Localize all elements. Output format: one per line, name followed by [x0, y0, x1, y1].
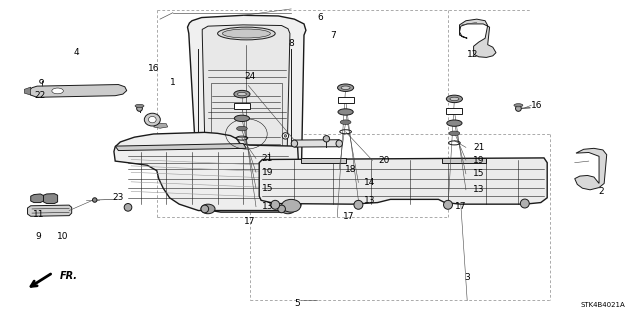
Text: 15: 15	[473, 169, 484, 178]
FancyBboxPatch shape	[337, 97, 354, 103]
Polygon shape	[114, 132, 301, 211]
Ellipse shape	[201, 204, 215, 214]
Text: 10: 10	[57, 232, 68, 241]
Text: 7: 7	[330, 31, 335, 40]
Ellipse shape	[338, 109, 353, 115]
Polygon shape	[28, 205, 72, 216]
Polygon shape	[29, 85, 127, 97]
Ellipse shape	[337, 84, 354, 92]
Text: 13: 13	[473, 185, 484, 194]
Text: 21: 21	[262, 154, 273, 163]
Polygon shape	[24, 87, 31, 95]
Ellipse shape	[447, 120, 462, 126]
Circle shape	[444, 200, 452, 209]
Circle shape	[278, 205, 285, 213]
Circle shape	[201, 205, 209, 213]
Text: 14: 14	[364, 178, 376, 187]
Circle shape	[516, 106, 521, 111]
Ellipse shape	[450, 97, 459, 100]
Text: 17: 17	[343, 212, 355, 221]
Ellipse shape	[282, 199, 301, 212]
Ellipse shape	[446, 95, 463, 103]
Circle shape	[124, 204, 132, 211]
Polygon shape	[115, 144, 246, 151]
FancyBboxPatch shape	[234, 103, 250, 109]
Text: 21: 21	[473, 143, 484, 152]
Text: 4: 4	[74, 48, 79, 57]
Text: 2: 2	[599, 187, 604, 196]
Ellipse shape	[340, 120, 351, 124]
Polygon shape	[442, 158, 486, 163]
Polygon shape	[301, 158, 346, 163]
Ellipse shape	[52, 88, 63, 94]
Text: 24: 24	[244, 72, 255, 81]
Ellipse shape	[145, 113, 160, 126]
Text: 16: 16	[148, 64, 159, 73]
Ellipse shape	[237, 93, 246, 96]
Ellipse shape	[341, 86, 350, 89]
Polygon shape	[198, 195, 294, 206]
Text: 20: 20	[378, 156, 390, 165]
FancyBboxPatch shape	[446, 108, 463, 114]
Ellipse shape	[223, 29, 270, 38]
Text: 6: 6	[317, 13, 323, 22]
Text: FR.: FR.	[60, 271, 78, 280]
Circle shape	[284, 135, 287, 137]
Text: 13: 13	[262, 202, 273, 211]
Circle shape	[520, 199, 529, 208]
Ellipse shape	[234, 90, 250, 98]
Circle shape	[354, 200, 363, 209]
Ellipse shape	[148, 116, 156, 123]
Text: 12: 12	[467, 50, 478, 59]
Ellipse shape	[281, 204, 295, 214]
Text: 16: 16	[531, 101, 542, 110]
Ellipse shape	[449, 131, 460, 136]
Polygon shape	[460, 19, 496, 57]
Circle shape	[93, 198, 97, 202]
Text: 1: 1	[170, 78, 175, 87]
Circle shape	[271, 200, 280, 209]
Ellipse shape	[291, 140, 298, 147]
Polygon shape	[31, 194, 44, 203]
Text: 19: 19	[262, 168, 273, 177]
Polygon shape	[188, 15, 306, 212]
Polygon shape	[259, 158, 547, 204]
Text: 15: 15	[262, 184, 273, 193]
Ellipse shape	[237, 126, 247, 131]
Ellipse shape	[218, 27, 275, 40]
Ellipse shape	[234, 115, 250, 122]
Text: 11: 11	[33, 210, 44, 219]
Circle shape	[137, 106, 142, 111]
Text: 8: 8	[289, 39, 294, 48]
Circle shape	[282, 133, 289, 139]
Polygon shape	[294, 140, 339, 147]
Ellipse shape	[135, 104, 144, 108]
Polygon shape	[202, 25, 290, 203]
Text: 13: 13	[364, 196, 376, 205]
Text: 17: 17	[455, 202, 467, 211]
Text: 17: 17	[244, 217, 255, 226]
Text: 23: 23	[113, 193, 124, 202]
Polygon shape	[575, 148, 607, 190]
Ellipse shape	[336, 140, 342, 147]
Text: 18: 18	[345, 165, 356, 174]
Circle shape	[323, 136, 330, 142]
Text: 19: 19	[473, 156, 484, 165]
Ellipse shape	[514, 104, 523, 107]
Text: STK4B4021A: STK4B4021A	[580, 302, 625, 308]
Polygon shape	[44, 194, 58, 204]
Text: 22: 22	[34, 91, 45, 100]
Text: 9: 9	[36, 232, 41, 241]
Text: 5: 5	[295, 299, 300, 308]
Polygon shape	[154, 123, 168, 128]
Text: 3: 3	[465, 273, 470, 282]
